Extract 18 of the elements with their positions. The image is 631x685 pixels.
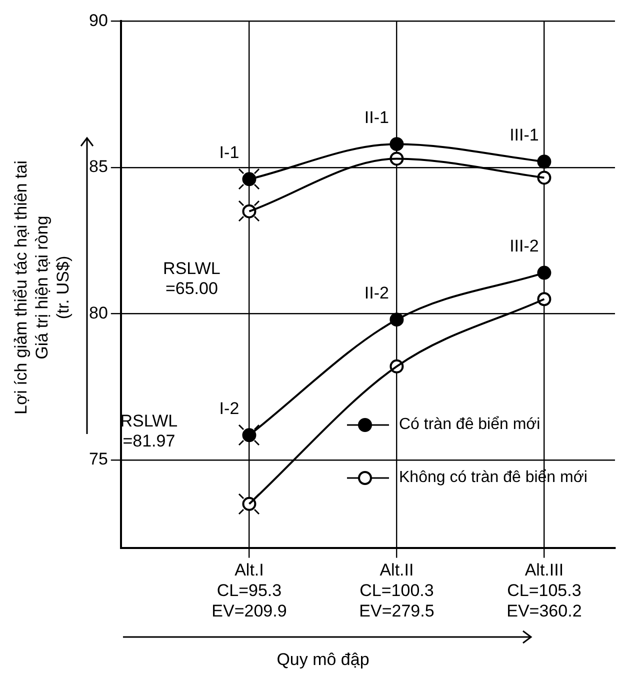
x-tick-label: Alt.II CL=100.3 EV=279.5: [359, 560, 434, 620]
x-tick-label: Alt.I CL=95.3 EV=209.9: [212, 560, 287, 620]
legend-label: Có tràn đê biển mới: [399, 416, 540, 434]
annotation: II-1: [364, 108, 389, 127]
annotation: II-2: [364, 283, 389, 302]
annotation: III-2: [510, 236, 539, 256]
annotation: III-1: [510, 125, 539, 144]
y-tick-label: 80: [88, 303, 108, 322]
annotation: RSLWL =81.97: [120, 412, 178, 451]
x-tick-label: Alt.III CL=105.3 EV=360.2: [506, 560, 582, 620]
x-axis-title: Quy mô đập: [276, 650, 370, 670]
y-tick-label: 90: [88, 10, 108, 30]
annotation: I-1: [219, 142, 240, 162]
annotation: RSLWL =65.00: [163, 258, 220, 298]
y-axis-title: Lợi ích giảm thiểu tác hại thiên tai Giá trị hiện tại ròng (tr. US$): [10, 160, 74, 417]
y-tick-label: 85: [88, 157, 108, 176]
annotation: I-2: [219, 398, 240, 418]
y-tick-label: 75: [88, 450, 108, 469]
